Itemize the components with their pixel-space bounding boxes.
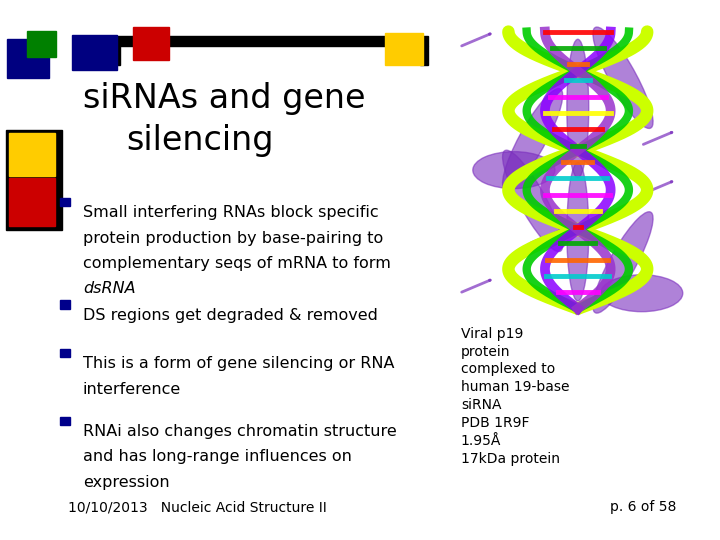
Text: dsRNA: dsRNA xyxy=(83,281,135,296)
Text: Viral p19
protein
complexed to
human 19-base
siRNA
PDB 1R9F
1.95Å
17kDa protein: Viral p19 protein complexed to human 19-… xyxy=(461,327,570,465)
FancyArrowPatch shape xyxy=(644,132,672,144)
Text: expression: expression xyxy=(83,475,169,490)
Bar xyxy=(385,33,423,65)
Bar xyxy=(60,349,70,357)
Bar xyxy=(133,27,169,60)
Ellipse shape xyxy=(567,39,589,178)
Ellipse shape xyxy=(593,27,653,129)
Text: 10/10/2013   Nucleic Acid Structure II: 10/10/2013 Nucleic Acid Structure II xyxy=(68,500,327,514)
Text: p. 6 of 58: p. 6 of 58 xyxy=(611,500,677,514)
Bar xyxy=(420,46,428,65)
Ellipse shape xyxy=(567,163,589,301)
Text: silencing: silencing xyxy=(126,124,274,157)
Ellipse shape xyxy=(593,212,653,313)
Bar xyxy=(9,178,55,226)
Bar xyxy=(27,31,56,57)
FancyArrowPatch shape xyxy=(462,34,490,46)
Text: protein production by base-pairing to: protein production by base-pairing to xyxy=(83,231,383,246)
Text: siRNAs and gene: siRNAs and gene xyxy=(83,82,365,115)
Ellipse shape xyxy=(600,275,683,312)
Bar xyxy=(7,39,49,78)
Text: This is a form of gene silencing or RNA: This is a form of gene silencing or RNA xyxy=(83,356,395,372)
FancyArrowPatch shape xyxy=(462,280,490,292)
Ellipse shape xyxy=(503,150,562,252)
Text: interference: interference xyxy=(83,382,181,397)
Bar xyxy=(60,416,70,425)
Bar xyxy=(60,300,70,309)
Bar xyxy=(6,130,62,230)
Ellipse shape xyxy=(473,152,555,188)
Text: complementary seqs of mRNA to form: complementary seqs of mRNA to form xyxy=(83,256,391,271)
Bar xyxy=(112,46,120,65)
Text: RNAi also changes chromatin structure: RNAi also changes chromatin structure xyxy=(83,424,397,439)
FancyArrowPatch shape xyxy=(531,231,559,243)
Text: and has long-range influences on: and has long-range influences on xyxy=(83,449,351,464)
Bar xyxy=(112,36,428,46)
Text: DS regions get degraded & removed: DS regions get degraded & removed xyxy=(83,308,378,323)
Ellipse shape xyxy=(503,89,562,190)
Bar xyxy=(9,133,55,176)
Bar xyxy=(72,35,117,70)
FancyArrowPatch shape xyxy=(531,83,559,95)
Text: Small interfering RNAs block specific: Small interfering RNAs block specific xyxy=(83,205,379,220)
Bar xyxy=(60,198,70,206)
FancyArrowPatch shape xyxy=(644,181,672,194)
